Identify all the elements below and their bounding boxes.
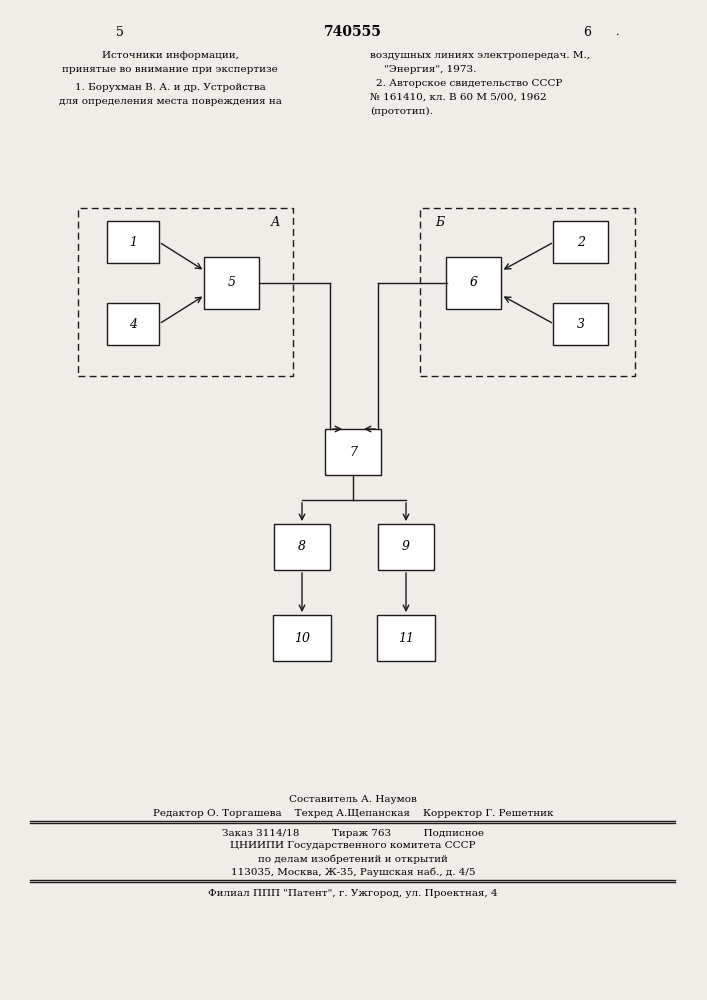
Text: Редактор О. Торгашева    Техред А.Щепанская    Корректор Г. Решетник: Редактор О. Торгашева Техред А.Щепанская… (153, 810, 554, 818)
Bar (325, 429, 381, 475)
Text: Б: Б (436, 216, 445, 229)
Text: принятые во внимание при экспертизе: принятые во внимание при экспертизе (62, 64, 278, 74)
Text: воздушных линиях электропередач. М.,: воздушных линиях электропередач. М., (370, 50, 590, 60)
Bar (420, 208, 635, 376)
Text: 3: 3 (577, 318, 585, 330)
Bar (554, 303, 609, 345)
Text: "Энергия", 1973.: "Энергия", 1973. (384, 64, 477, 74)
Text: Источники информации,: Источники информации, (102, 50, 238, 60)
Bar (274, 524, 330, 570)
Text: .: . (617, 27, 620, 37)
Text: 5: 5 (228, 276, 236, 290)
Text: А: А (270, 216, 280, 229)
Text: 2. Авторское свидетельство СССР: 2. Авторское свидетельство СССР (376, 79, 562, 88)
Text: 1. Борухман В. А. и др. Устройства: 1. Борухман В. А. и др. Устройства (75, 83, 265, 92)
Bar (204, 257, 259, 309)
Text: 2: 2 (577, 235, 585, 248)
Bar (78, 208, 293, 376)
Bar (554, 221, 609, 263)
Text: 11: 11 (398, 632, 414, 645)
Text: по делам изобретений и открытий: по делам изобретений и открытий (258, 854, 448, 864)
Text: Филиал ППП "Патент", г. Ужгород, ул. Проектная, 4: Филиал ППП "Патент", г. Ужгород, ул. Про… (208, 888, 498, 898)
Text: (прототип).: (прототип). (370, 106, 433, 116)
Bar (107, 303, 159, 345)
Bar (378, 524, 434, 570)
Text: 113035, Москва, Ж-35, Раушская наб., д. 4/5: 113035, Москва, Ж-35, Раушская наб., д. … (230, 867, 475, 877)
Text: 740555: 740555 (324, 25, 382, 39)
Bar (107, 221, 159, 263)
Text: 1: 1 (129, 235, 137, 248)
Bar (447, 257, 501, 309)
Text: 6: 6 (470, 276, 478, 290)
Text: Составитель А. Наумов: Составитель А. Наумов (289, 796, 417, 804)
Text: 9: 9 (402, 540, 410, 554)
Text: ЦНИИПИ Государственного комитета СССР: ЦНИИПИ Государственного комитета СССР (230, 842, 476, 850)
Text: № 161410, кл. В 60 М 5/00, 1962: № 161410, кл. В 60 М 5/00, 1962 (370, 93, 547, 102)
Bar (273, 615, 331, 661)
Text: 4: 4 (129, 318, 137, 330)
Text: 7: 7 (349, 446, 357, 458)
Text: 6: 6 (583, 25, 591, 38)
Text: 8: 8 (298, 540, 306, 554)
Bar (377, 615, 435, 661)
Text: 10: 10 (294, 632, 310, 645)
Text: 5: 5 (116, 25, 124, 38)
Text: для определения места повреждения на: для определения места повреждения на (59, 97, 281, 105)
Text: Заказ 3114/18          Тираж 763          Подписное: Заказ 3114/18 Тираж 763 Подписное (222, 828, 484, 838)
